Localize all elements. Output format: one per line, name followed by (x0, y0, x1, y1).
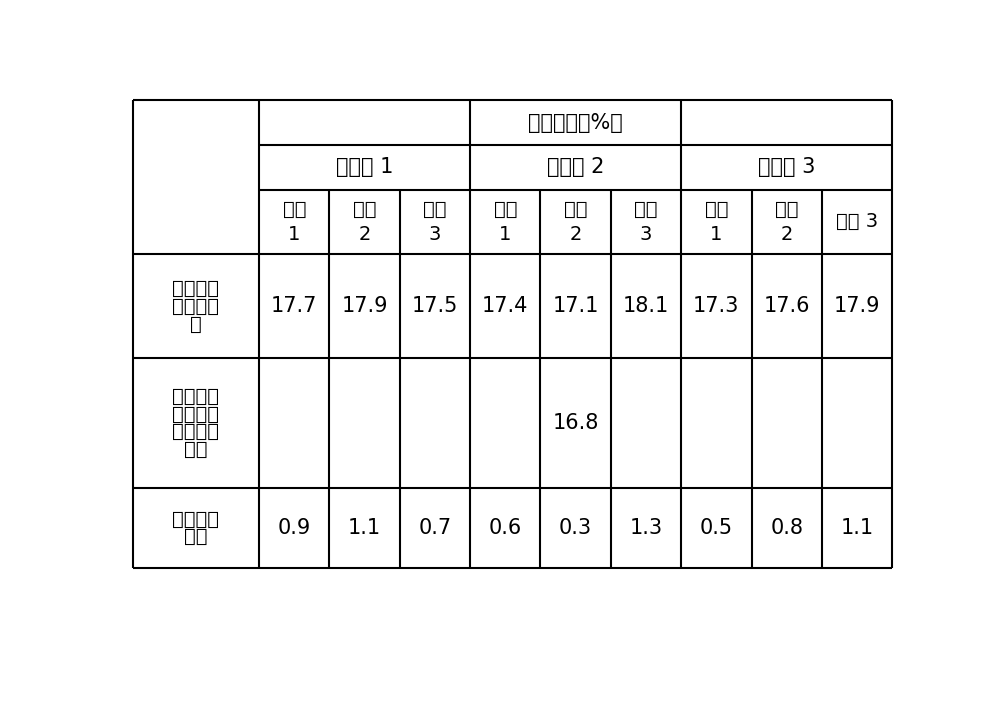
Text: 2: 2 (358, 225, 371, 243)
Text: 测试 3: 测试 3 (836, 212, 878, 231)
Text: 2: 2 (569, 225, 582, 243)
Text: 0.7: 0.7 (418, 518, 452, 538)
Text: 17.4: 17.4 (482, 296, 528, 316)
Text: 实施例 2: 实施例 2 (547, 157, 604, 177)
Text: 0.9: 0.9 (278, 518, 311, 538)
Text: 测试: 测试 (423, 200, 447, 219)
Text: 17.5: 17.5 (412, 296, 458, 316)
Text: 18.1: 18.1 (623, 296, 669, 316)
Text: 17.9: 17.9 (341, 296, 388, 316)
Text: 测试: 测试 (494, 200, 517, 219)
Text: 17.3: 17.3 (693, 296, 740, 316)
Text: 17.9: 17.9 (834, 296, 880, 316)
Text: 3: 3 (640, 225, 652, 243)
Text: 电池效率（%）: 电池效率（%） (528, 112, 623, 132)
Text: 1.1: 1.1 (348, 518, 381, 538)
Text: 测试: 测试 (634, 200, 658, 219)
Text: 增加: 增加 (184, 527, 208, 546)
Text: 1.3: 1.3 (629, 518, 663, 538)
Text: 测试: 测试 (564, 200, 587, 219)
Text: 1: 1 (499, 225, 511, 243)
Text: 17.6: 17.6 (763, 296, 810, 316)
Text: 0.8: 0.8 (770, 518, 803, 538)
Text: 实施例 1: 实施例 1 (336, 157, 393, 177)
Text: 能电池效: 能电池效 (172, 297, 219, 316)
Text: 测试: 测试 (775, 200, 798, 219)
Text: 铟镓硒太: 铟镓硒太 (172, 405, 219, 423)
Text: 0.3: 0.3 (559, 518, 592, 538)
Text: 率: 率 (190, 315, 202, 333)
Text: 本发明阳: 本发明阳 (172, 279, 219, 298)
Text: 1: 1 (288, 225, 300, 243)
Text: 实施例 3: 实施例 3 (758, 157, 815, 177)
Text: 16.8: 16.8 (552, 413, 599, 433)
Text: 1: 1 (710, 225, 723, 243)
Text: 0.5: 0.5 (700, 518, 733, 538)
Text: 2: 2 (781, 225, 793, 243)
Text: 镀钼的铜: 镀钼的铜 (172, 387, 219, 406)
Text: 测试: 测试 (283, 200, 306, 219)
Text: 测试: 测试 (705, 200, 728, 219)
Text: 电池效率: 电池效率 (172, 510, 219, 528)
Text: 3: 3 (429, 225, 441, 243)
Text: 0.6: 0.6 (489, 518, 522, 538)
Text: 1.1: 1.1 (841, 518, 874, 538)
Text: 效率: 效率 (184, 440, 208, 459)
Text: 17.7: 17.7 (271, 296, 317, 316)
Text: 17.1: 17.1 (552, 296, 599, 316)
Text: 阳能电池: 阳能电池 (172, 422, 219, 441)
Text: 测试: 测试 (353, 200, 376, 219)
